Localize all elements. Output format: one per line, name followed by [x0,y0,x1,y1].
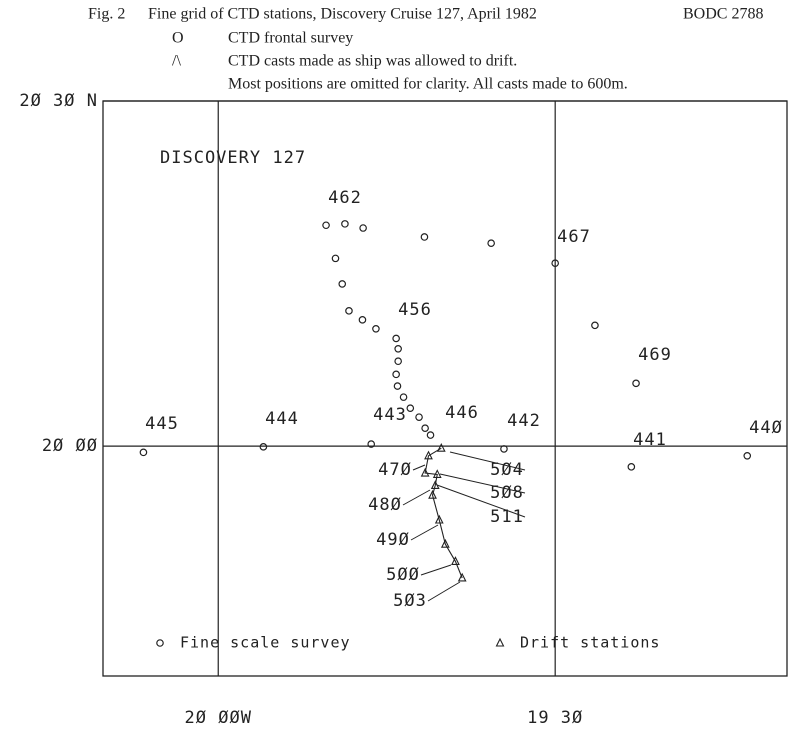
x-tick-label: 2Ø ØØW [185,708,252,728]
drift-track [424,447,463,579]
station-circle [394,357,402,366]
plot-frame [102,100,788,677]
station-circle [341,220,349,228]
station-circle [420,233,429,241]
station-circle [358,316,367,324]
station-label: 511 [490,507,524,527]
station-circle [367,440,376,448]
station-label: 441 [633,430,667,450]
station-triangle [440,538,450,548]
chart-title: DISCOVERY 127 [160,148,306,168]
station-label: 48Ø [368,495,402,515]
station-circle [331,254,340,263]
reference: BODC 2788 [683,6,763,23]
station-circle [406,404,415,412]
station-triangle [430,480,440,490]
station-label: 445 [145,414,179,434]
station-circle [156,639,164,647]
station-circle [392,334,400,343]
station-triangle [436,442,446,452]
station-circle [415,413,423,421]
station-label: 5ØØ [386,565,420,585]
station-circle [393,382,402,390]
station-triangle [420,467,430,477]
station-triangle [451,556,460,565]
station-triangle [495,637,505,647]
station-triangle [434,514,444,524]
station-label: 456 [398,300,432,320]
key-text: CTD casts made as ship was allowed to dr… [228,53,517,70]
station-circle [392,370,400,379]
figure-title: Fine grid of CTD stations, Discovery Cru… [148,6,537,23]
station-circle [500,445,508,453]
station-triangle [424,450,433,460]
station-circle [421,424,429,432]
station-circle [627,463,636,471]
leader-line [402,489,431,506]
station-circle [345,307,353,315]
leader-line [420,564,452,576]
station-label: 49Ø [376,530,410,550]
station-label: 443 [373,405,407,425]
station-circle [551,259,559,268]
key-text: CTD frontal survey [228,30,353,47]
station-label: 5Ø4 [490,460,524,480]
figure-number: Fig. 2 [88,6,125,23]
station-label: 5Ø8 [490,483,524,503]
station-label: 444 [265,409,299,429]
station-circle [632,379,640,388]
station-circle [139,448,148,457]
station-triangle [457,572,467,582]
station-circle [743,452,752,460]
leader-line [439,473,526,494]
station-label: 5Ø3 [393,591,427,611]
station-circle [372,324,380,333]
station-label: 442 [507,411,541,431]
station-circle [591,321,599,330]
station-triangle [432,469,442,478]
y-tick-label: 2Ø ØØ [42,436,98,456]
leader-line [449,451,526,471]
station-circle [259,443,268,451]
key-symbol: /\ [172,53,181,70]
station-circle [322,221,330,230]
station-triangle [428,489,437,499]
legend-label: Drift stations [520,634,660,652]
station-circle [359,224,367,232]
y-tick-label: 2Ø 3Ø N [19,91,98,111]
station-circle [338,280,347,288]
key-symbol: O [172,30,184,47]
note: Most positions are omitted for clarity. … [228,76,628,93]
leader-line [412,464,426,471]
station-label: 446 [445,403,479,423]
station-label: 47Ø [378,460,412,480]
leader-line [427,581,461,602]
station-label: 44Ø [749,418,783,438]
station-label: 469 [638,345,672,365]
station-circle [487,239,495,247]
x-tick-label: 19 3Ø [527,708,583,728]
station-label: 467 [557,227,591,247]
station-circle [426,431,435,439]
leader-line [436,484,526,518]
leader-line [410,524,439,541]
legend-label: Fine scale survey [180,634,351,652]
station-circle [394,345,402,353]
station-label: 462 [328,188,362,208]
station-circle [399,393,408,401]
